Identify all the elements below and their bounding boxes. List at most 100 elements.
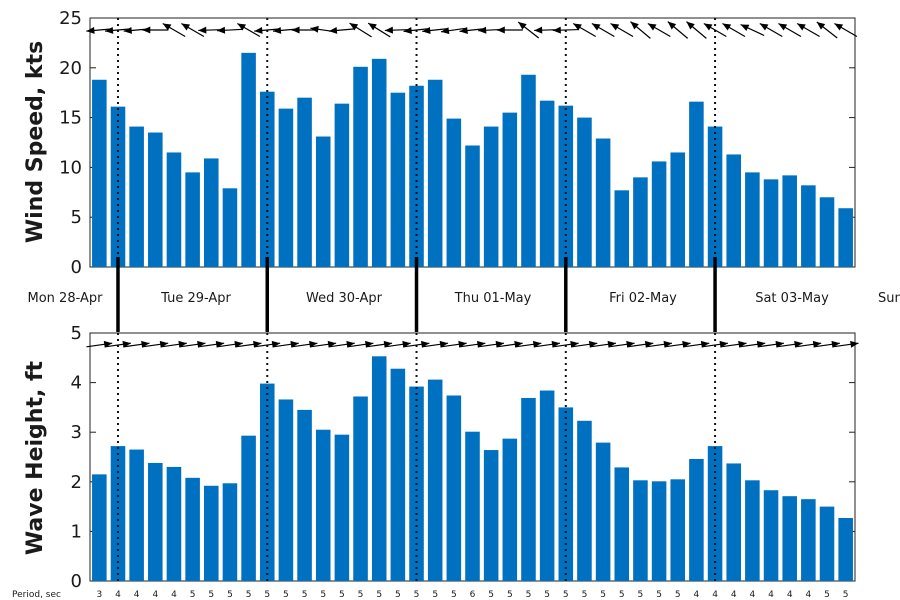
wind-direction-arrow bbox=[86, 26, 113, 34]
period-value: 5 bbox=[582, 590, 588, 600]
period-value: 5 bbox=[824, 590, 830, 600]
day-label: Sat 03-May bbox=[755, 291, 829, 306]
period-value: 3 bbox=[96, 590, 102, 600]
wind-y-axis-label: Wind Speed, kts bbox=[23, 41, 48, 243]
wind-direction-arrow bbox=[440, 27, 467, 35]
wave-direction-arrow bbox=[664, 340, 691, 348]
wave-direction-arrow bbox=[478, 340, 505, 348]
wind-direction-arrow bbox=[572, 22, 597, 38]
period-value: 4 bbox=[115, 590, 121, 600]
period-value: 5 bbox=[656, 590, 662, 600]
wind-direction-arrow bbox=[630, 21, 651, 39]
wind-bar bbox=[707, 126, 723, 268]
wave-bar bbox=[129, 449, 144, 581]
wave-ytick-label: 2 bbox=[71, 472, 82, 493]
wave-direction-arrow bbox=[272, 340, 299, 348]
wind-bar bbox=[838, 208, 853, 267]
wave-ytick-label: 5 bbox=[71, 323, 82, 344]
wind-ytick-label: 0 bbox=[71, 257, 82, 278]
wave-bar bbox=[745, 480, 760, 581]
wave-direction-arrow bbox=[328, 340, 355, 348]
wind-bar bbox=[297, 97, 312, 268]
period-value: 4 bbox=[712, 590, 718, 600]
period-value: 4 bbox=[694, 590, 700, 600]
wind-bar bbox=[726, 154, 741, 267]
period-value: 5 bbox=[208, 590, 214, 600]
wind-direction-arrow bbox=[647, 22, 671, 38]
wave-bar bbox=[689, 458, 704, 581]
wave-bar bbox=[259, 383, 275, 581]
wind-direction-arrow bbox=[142, 26, 169, 34]
wind-direction-arrow bbox=[517, 21, 540, 39]
period-value: 4 bbox=[731, 590, 737, 600]
wave-bar bbox=[446, 395, 462, 581]
wind-bar bbox=[185, 172, 200, 267]
wave-direction-arrow bbox=[590, 340, 617, 348]
period-axis-label: Period, sec bbox=[12, 590, 61, 600]
wave-ytick-label: 1 bbox=[71, 521, 82, 542]
day-labels-strip: Mon 28-Apr Tue 29-Apr Wed 30-Apr Thu 01-May… bbox=[28, 257, 900, 332]
period-value: 4 bbox=[750, 590, 756, 600]
wave-direction-arrow bbox=[403, 340, 430, 348]
wind-direction-arrow bbox=[349, 22, 372, 38]
wind-bar bbox=[390, 92, 406, 267]
wind-bar bbox=[92, 79, 107, 267]
period-value: 4 bbox=[171, 590, 177, 600]
wave-direction-arrow bbox=[459, 340, 486, 348]
wind-direction-arrow bbox=[552, 26, 579, 34]
period-value: 5 bbox=[302, 590, 308, 600]
wind-direction-arrow bbox=[610, 22, 634, 38]
wind-bar bbox=[689, 101, 704, 267]
wave-bar bbox=[838, 518, 853, 581]
wind-direction-arrow bbox=[403, 27, 430, 35]
wave-bar bbox=[297, 409, 312, 581]
wind-bar bbox=[204, 158, 219, 267]
wind-speed-panel: 0 5 10 15 20 25 bbox=[59, 8, 858, 278]
wind-bar bbox=[819, 197, 835, 267]
day-label: Thu 01-May bbox=[454, 291, 532, 306]
wind-direction-arrow bbox=[759, 22, 783, 38]
period-value: 5 bbox=[190, 590, 196, 600]
wind-direction-arrow bbox=[328, 26, 355, 34]
period-value: 4 bbox=[134, 590, 140, 600]
wave-ytick-label: 3 bbox=[71, 422, 82, 443]
wave-bar bbox=[427, 379, 443, 581]
wave-bar bbox=[782, 496, 797, 581]
wind-bar bbox=[278, 108, 294, 267]
wind-bar bbox=[651, 161, 667, 267]
wave-bar bbox=[222, 483, 238, 581]
wind-direction-arrow bbox=[237, 22, 261, 38]
wave-bar bbox=[204, 485, 219, 581]
wind-bar bbox=[539, 100, 555, 267]
wind-direction-arrow bbox=[367, 22, 391, 38]
wind-bar bbox=[614, 190, 630, 267]
wave-direction-arrow bbox=[179, 340, 206, 348]
wave-direction-arrow bbox=[627, 340, 654, 348]
day-label: Fri 02-May bbox=[609, 291, 677, 306]
period-value: 5 bbox=[544, 590, 550, 600]
wind-bar bbox=[259, 91, 275, 267]
wind-bar bbox=[782, 175, 797, 267]
wave-direction-arrow bbox=[571, 340, 598, 348]
period-value: 5 bbox=[320, 590, 326, 600]
wave-direction-arrow bbox=[608, 340, 635, 348]
wave-bar bbox=[483, 450, 499, 581]
period-value: 5 bbox=[246, 590, 252, 600]
period-value: 5 bbox=[563, 590, 569, 600]
wind-direction-arrow bbox=[834, 22, 858, 38]
wind-bar bbox=[633, 177, 648, 267]
day-label: Wed 30-Apr bbox=[306, 291, 383, 306]
wind-bar bbox=[148, 132, 163, 267]
wave-direction-arrow bbox=[422, 340, 449, 348]
wind-bar bbox=[670, 152, 686, 267]
wave-direction-arrow bbox=[198, 340, 225, 348]
wind-ytick-label: 25 bbox=[59, 8, 82, 29]
wind-direction-arrow bbox=[816, 21, 838, 39]
wind-bar bbox=[129, 126, 144, 268]
wave-direction-arrow bbox=[702, 340, 729, 348]
wind-ytick-label: 5 bbox=[71, 207, 82, 228]
wind-bar bbox=[483, 126, 499, 268]
period-value: 5 bbox=[638, 590, 644, 600]
wave-bar bbox=[166, 466, 182, 581]
wind-bar bbox=[334, 103, 350, 267]
